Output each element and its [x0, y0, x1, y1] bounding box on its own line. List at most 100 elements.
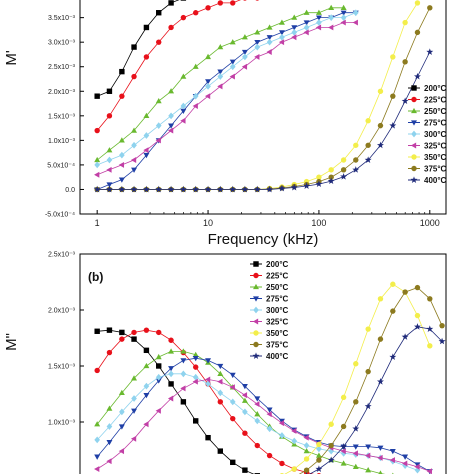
- y-tick-label: 2.5x10⁻³: [48, 252, 76, 259]
- data-point: [266, 38, 273, 46]
- data-point: [118, 448, 125, 455]
- data-point: [155, 137, 161, 144]
- data-point: [291, 437, 298, 445]
- data-point: [167, 185, 175, 193]
- data-point: [131, 73, 137, 80]
- data-point: [254, 442, 260, 449]
- data-point: [94, 454, 101, 460]
- data-point: [192, 63, 199, 69]
- data-point: [254, 411, 261, 417]
- data-point: [179, 185, 187, 193]
- legend-item-250-c: 250°C: [408, 107, 447, 116]
- panel-a-y-ticks: -5.0x10⁻⁴ 0.0 5.0x10⁻⁴ 1.0x10⁻³ 1.5x10⁻³ 2.0x…: [45, 15, 84, 219]
- data-point: [291, 427, 297, 434]
- data-point: [303, 434, 309, 441]
- data-point: [94, 171, 100, 178]
- data-point: [94, 127, 100, 134]
- data-point: [94, 367, 100, 374]
- panel-b: (b) 5.0x10⁻⁴1.0x10⁻³1.5x10⁻³2.0x10⁻³2.5x…: [3, 252, 447, 474]
- series-200-c: [94, 0, 187, 99]
- data-point: [316, 19, 322, 26]
- data-point: [106, 113, 113, 119]
- legend-marker: [253, 306, 259, 314]
- y-tick-label: 3.0x10⁻³: [48, 40, 76, 47]
- data-point: [131, 127, 138, 133]
- data-point: [291, 466, 297, 472]
- data-point: [279, 460, 285, 467]
- data-point: [119, 68, 125, 75]
- data-point: [390, 93, 396, 99]
- series-325-c: [94, 19, 358, 178]
- data-point: [340, 10, 347, 16]
- y-tick-label: 1.5x10⁻³: [48, 364, 76, 371]
- legend-marker: [253, 261, 259, 267]
- data-point: [180, 370, 187, 378]
- data-point: [106, 458, 112, 465]
- data-point: [106, 166, 112, 173]
- data-point: [414, 463, 420, 470]
- data-point: [315, 180, 323, 187]
- data-point: [143, 421, 149, 428]
- data-point: [131, 375, 138, 381]
- legend-marker: [410, 176, 418, 183]
- panel-b-legend: 200°C 225°C 250°C 275°C 300°C 325°C 350°C 375°C…: [250, 260, 289, 361]
- legend-marker: [411, 85, 417, 91]
- data-point: [439, 322, 445, 329]
- data-point: [94, 466, 100, 473]
- data-point: [278, 30, 285, 36]
- legend-item-300-c: 300°C: [250, 306, 289, 315]
- data-point: [94, 156, 101, 163]
- panel-b-y-ticks: 5.0x10⁻⁴1.0x10⁻³1.5x10⁻³2.0x10⁻³2.5x10⁻³: [48, 252, 84, 427]
- data-point: [377, 445, 384, 451]
- legend-marker: [253, 296, 259, 302]
- data-point: [279, 33, 285, 41]
- data-point: [241, 392, 248, 399]
- data-point: [279, 432, 285, 439]
- y-tick-label: 1.5x10⁻³: [48, 113, 76, 120]
- data-point: [131, 141, 137, 149]
- data-point: [155, 353, 162, 360]
- data-point: [205, 53, 212, 60]
- data-point: [340, 173, 348, 180]
- data-point: [180, 385, 186, 392]
- data-point: [389, 457, 395, 464]
- data-point: [328, 442, 334, 449]
- data-point: [118, 185, 126, 193]
- data-point: [168, 348, 175, 354]
- data-point: [230, 459, 236, 466]
- data-point: [143, 147, 149, 154]
- data-point: [242, 430, 248, 436]
- data-point: [119, 336, 125, 342]
- series-275-c: [94, 10, 359, 193]
- data-point: [327, 177, 335, 185]
- legend-item-375-c: 375°C: [250, 341, 289, 350]
- x-tick-label: 1: [95, 218, 100, 228]
- data-point: [438, 337, 446, 345]
- data-point: [266, 425, 273, 433]
- data-point: [328, 4, 335, 10]
- data-point: [205, 79, 212, 85]
- legend-item-200-c: 200°C: [408, 84, 447, 93]
- legend-marker: [253, 330, 259, 336]
- panel-b-label: (b): [88, 270, 103, 284]
- data-point: [242, 53, 248, 61]
- data-point: [389, 121, 397, 129]
- data-point: [205, 5, 211, 11]
- data-point: [365, 326, 371, 332]
- data-point: [364, 402, 372, 410]
- data-point: [364, 156, 372, 163]
- data-point: [130, 435, 137, 442]
- data-point: [303, 448, 310, 454]
- y-tick-label: 2.0x10⁻³: [48, 89, 76, 96]
- data-point: [143, 382, 150, 390]
- data-point: [315, 465, 323, 472]
- data-point: [328, 167, 334, 173]
- data-point: [142, 185, 150, 193]
- data-point: [217, 73, 224, 80]
- legend-item-225-c: 225°C: [250, 272, 289, 281]
- data-point: [143, 347, 150, 354]
- data-point: [255, 0, 260, 1]
- data-point: [365, 467, 372, 473]
- data-point: [155, 407, 161, 414]
- data-point: [192, 103, 198, 109]
